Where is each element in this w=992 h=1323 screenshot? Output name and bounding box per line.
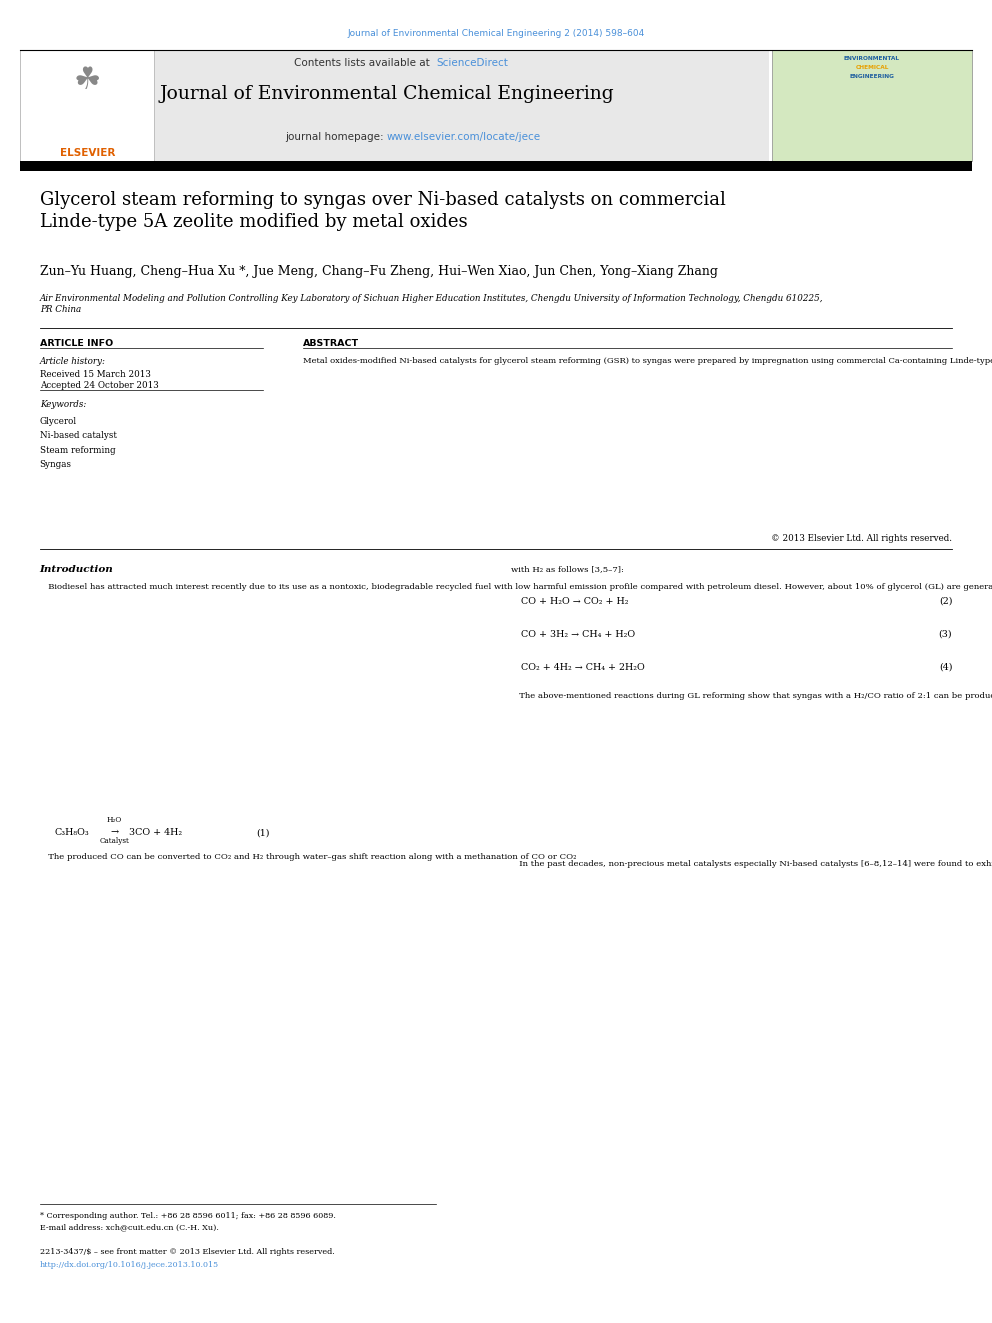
Text: Keywords:: Keywords: [40,400,86,409]
Text: Ni-based catalyst: Ni-based catalyst [40,431,116,441]
Text: www.elsevier.com/locate/jece: www.elsevier.com/locate/jece [387,132,541,143]
Text: Received 15 March 2013: Received 15 March 2013 [40,370,151,380]
Text: http://dx.doi.org/10.1016/j.jece.2013.10.015: http://dx.doi.org/10.1016/j.jece.2013.10… [40,1261,219,1269]
Text: ARTICLE INFO: ARTICLE INFO [40,339,113,348]
Text: Introduction: Introduction [40,565,113,574]
Text: (3): (3) [938,630,952,639]
Text: Article history:: Article history: [40,357,106,366]
Text: Journal of Environmental Chemical Engineering: Journal of Environmental Chemical Engine… [160,85,614,103]
Text: Journal of Environmental Chemical Engineering 2 (2014) 598–604: Journal of Environmental Chemical Engine… [347,29,645,38]
Text: 2213-3437/$ – see front matter © 2013 Elsevier Ltd. All rights reserved.: 2213-3437/$ – see front matter © 2013 El… [40,1248,334,1256]
Text: Metal oxides-modified Ni-based catalysts for glycerol steam reforming (GSR) to s: Metal oxides-modified Ni-based catalysts… [303,357,992,365]
Text: Steam reforming: Steam reforming [40,446,115,455]
Text: (2): (2) [938,597,952,606]
Text: ENGINEERING: ENGINEERING [849,74,895,79]
Bar [20,161,972,171]
Text: * Corresponding author. Tel.: +86 28 8596 6011; fax: +86 28 8596 6089.: * Corresponding author. Tel.: +86 28 859… [40,1212,335,1220]
Text: journal homepage:: journal homepage: [285,132,387,143]
Text: Zun–Yu Huang, Cheng–Hua Xu *, Jue Meng, Chang–Fu Zheng, Hui–Wen Xiao, Jun Chen, : Zun–Yu Huang, Cheng–Hua Xu *, Jue Meng, … [40,265,717,278]
Text: ELSEVIER: ELSEVIER [60,148,115,159]
Text: Air Environmental Modeling and Pollution Controlling Key Laboratory of Sichuan H: Air Environmental Modeling and Pollution… [40,294,823,314]
Text: with H₂ as follows [3,5–7]:: with H₂ as follows [3,5–7]: [511,565,624,573]
Text: Syngas: Syngas [40,460,71,470]
Text: Contents lists available at: Contents lists available at [295,58,436,69]
Text: ☘: ☘ [73,66,101,95]
Text: Biodiesel has attracted much interest recently due to its use as a nontoxic, bio: Biodiesel has attracted much interest re… [40,583,992,591]
Text: (1): (1) [256,828,270,837]
Text: →: → [110,828,118,837]
Bar [772,50,972,161]
Text: CHEMICAL: CHEMICAL [855,65,889,70]
Text: CO + H₂O → CO₂ + H₂: CO + H₂O → CO₂ + H₂ [521,597,628,606]
Text: C₃H₈O₃: C₃H₈O₃ [55,828,89,837]
Text: (4): (4) [938,663,952,672]
Text: Accepted 24 October 2013: Accepted 24 October 2013 [40,381,159,390]
Text: In the past decades, non-precious metal catalysts especially Ni-based catalysts : In the past decades, non-precious metal … [511,860,992,868]
Text: H₂O: H₂O [106,816,122,824]
Text: E-mail address: xch@cuit.edu.cn (C.-H. Xu).: E-mail address: xch@cuit.edu.cn (C.-H. X… [40,1224,218,1232]
Text: Glycerol steam reforming to syngas over Ni-based catalysts on commercial
Linde-t: Glycerol steam reforming to syngas over … [40,191,725,232]
Text: CO₂ + 4H₂ → CH₄ + 2H₂O: CO₂ + 4H₂ → CH₄ + 2H₂O [521,663,645,672]
Text: ABSTRACT: ABSTRACT [303,339,359,348]
Text: The produced CO can be converted to CO₂ and H₂ through water–gas shift reaction : The produced CO can be converted to CO₂ … [40,853,576,861]
Text: Glycerol: Glycerol [40,417,76,426]
Text: © 2013 Elsevier Ltd. All rights reserved.: © 2013 Elsevier Ltd. All rights reserved… [772,534,952,544]
Text: The above-mentioned reactions during GL reforming show that syngas with a H₂/CO : The above-mentioned reactions during GL … [511,692,992,700]
Bar [20,50,769,161]
Text: ENVIRONMENTAL: ENVIRONMENTAL [844,56,900,61]
Text: 3CO + 4H₂: 3CO + 4H₂ [129,828,183,837]
Text: ScienceDirect: ScienceDirect [436,58,508,69]
Text: Catalyst: Catalyst [99,837,129,845]
Text: CO + 3H₂ → CH₄ + H₂O: CO + 3H₂ → CH₄ + H₂O [521,630,635,639]
Bar [20,50,154,161]
